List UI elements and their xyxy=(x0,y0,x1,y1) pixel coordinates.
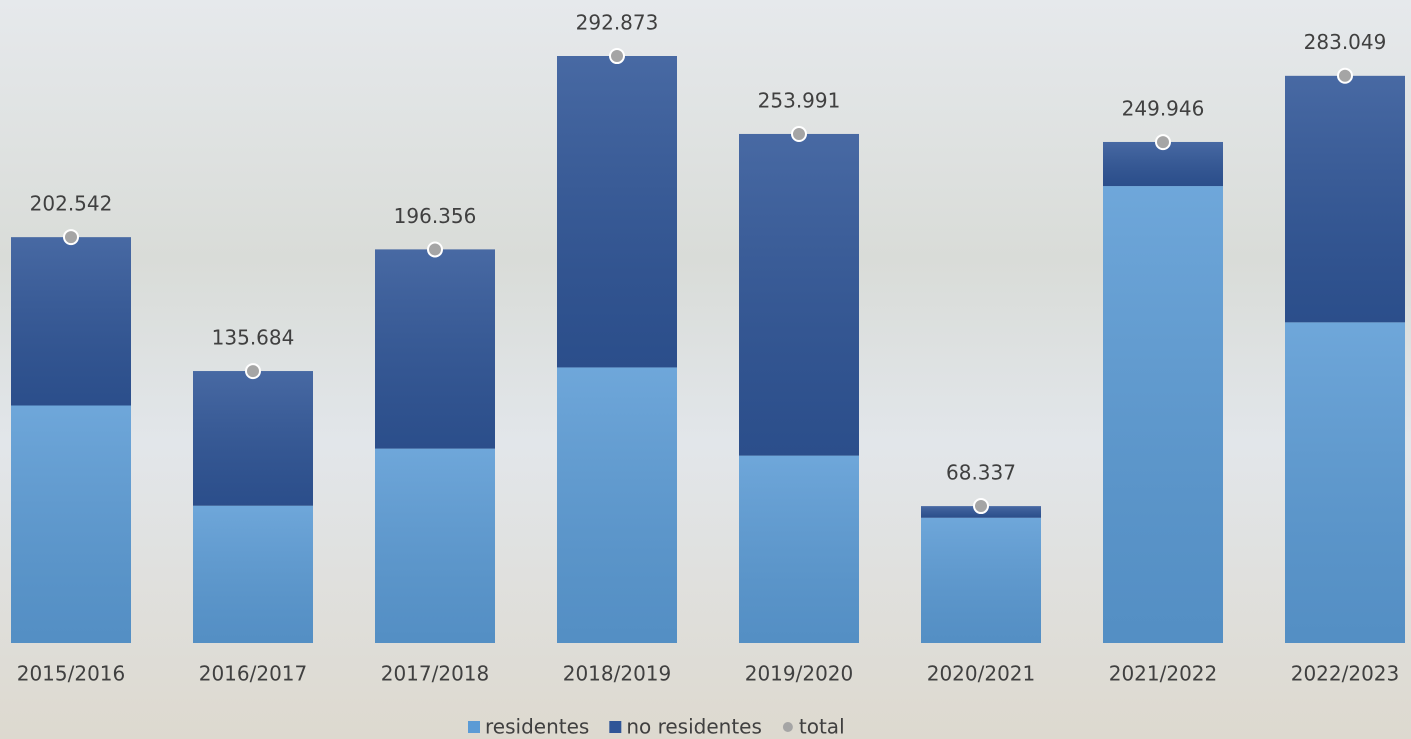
legend-label: residentes xyxy=(485,715,589,739)
bar-shade xyxy=(11,406,131,643)
legend-swatch xyxy=(609,721,621,733)
x-tick-label: 2020/2021 xyxy=(927,662,1036,686)
bar-shade xyxy=(557,367,677,643)
bar-shade xyxy=(193,371,313,506)
page: {"chart_data": {"type": "bar", "stacked"… xyxy=(0,0,1411,739)
total-marker xyxy=(1156,135,1170,149)
data-label: 292.873 xyxy=(576,11,659,35)
bar-shade xyxy=(739,134,859,456)
legend-marker xyxy=(783,722,793,732)
x-tick-label: 2021/2022 xyxy=(1109,662,1218,686)
bar-shade xyxy=(1285,76,1405,323)
x-tick-label: 2015/2016 xyxy=(17,662,126,686)
total-marker xyxy=(974,499,988,513)
legend-swatch xyxy=(468,721,480,733)
total-marker xyxy=(610,49,624,63)
total-marker xyxy=(246,364,260,378)
x-tick-label: 2017/2018 xyxy=(381,662,490,686)
data-label: 135.684 xyxy=(212,326,295,350)
bar-shade xyxy=(557,56,677,367)
total-marker xyxy=(1338,69,1352,83)
data-label: 68.337 xyxy=(946,461,1016,485)
bar-shade xyxy=(1285,322,1405,643)
chart: 2015/2016 202.542 2016/2017 135.684 2017/201… xyxy=(0,0,1411,739)
x-tick-label: 2019/2020 xyxy=(745,662,854,686)
data-label: 253.991 xyxy=(758,88,841,112)
bar-shade xyxy=(1103,186,1223,643)
legend-label: no residentes xyxy=(626,715,762,739)
x-tick-label: 2016/2017 xyxy=(199,662,308,686)
data-label: 196.356 xyxy=(394,204,477,228)
bar-shade xyxy=(375,449,495,643)
bar-shade xyxy=(193,506,313,643)
total-marker xyxy=(428,242,442,256)
x-tick-label: 2022/2023 xyxy=(1291,662,1400,686)
total-marker xyxy=(792,127,806,141)
bar-shade xyxy=(921,518,1041,643)
bar-shade xyxy=(375,249,495,448)
data-label: 202.542 xyxy=(30,192,113,216)
data-label: 249.946 xyxy=(1122,97,1205,121)
legend-label: total xyxy=(799,715,845,739)
total-marker xyxy=(64,230,78,244)
data-label: 283.049 xyxy=(1304,30,1387,54)
x-tick-label: 2018/2019 xyxy=(563,662,672,686)
bar-shade xyxy=(739,456,859,643)
bar-shade xyxy=(11,237,131,405)
